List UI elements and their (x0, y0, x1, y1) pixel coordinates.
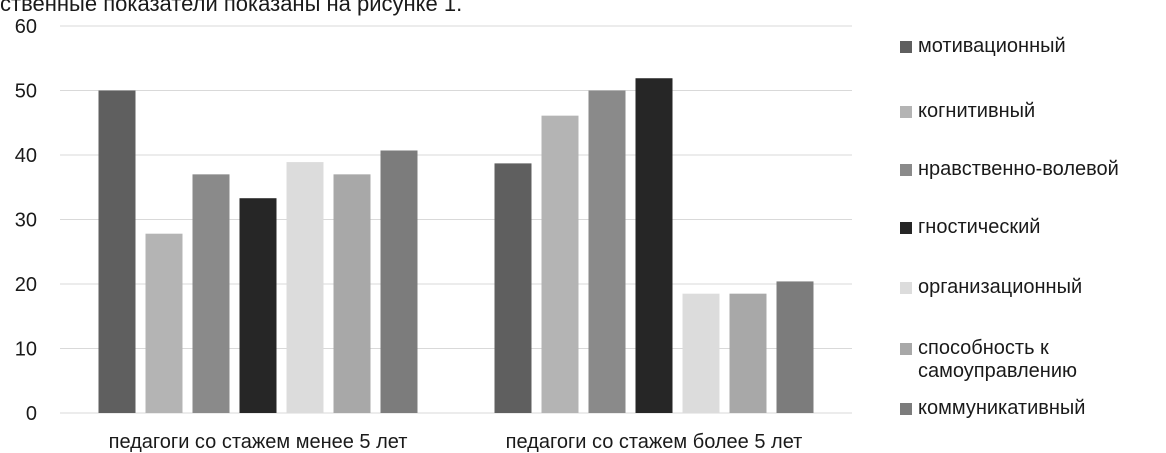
y-tick-label: 10 (15, 339, 37, 361)
legend-label: нравственно-волевой (918, 158, 1119, 180)
legend-swatch (900, 41, 912, 53)
legend-swatch (900, 106, 912, 118)
x-category-label: педагоги со стажем более 5 лет (506, 431, 803, 453)
bar (333, 174, 371, 413)
legend-label: организационный (918, 276, 1083, 298)
legend-item: гностический (900, 216, 1040, 239)
legend-item: организационный (900, 276, 1082, 299)
legend-item: когнитивный (900, 100, 1035, 123)
bar (286, 162, 324, 413)
bar (776, 281, 814, 413)
y-tick-label: 60 (15, 16, 37, 38)
legend-label: способность к самоуправлению (918, 337, 1078, 382)
bar (145, 233, 183, 413)
bars (98, 78, 814, 414)
bar (98, 90, 136, 413)
legend-swatch (900, 282, 912, 294)
legend-item: способность к самоуправлению (900, 337, 1133, 383)
legend-item: коммуникативный (900, 397, 1085, 420)
legend-swatch (900, 403, 912, 415)
legend: мотивационный когнитивный нравственно-воле… (900, 0, 1166, 453)
grid-lines (60, 25, 852, 414)
legend-label: гностический (918, 216, 1041, 238)
x-category-label: педагоги со стажем менее 5 лет (109, 431, 408, 453)
legend-label: когнитивный (918, 100, 1036, 122)
bar (380, 150, 418, 414)
legend-item: нравственно-волевой (900, 158, 1119, 181)
legend-swatch (900, 343, 912, 355)
bar (588, 90, 626, 413)
y-tick-label: 0 (26, 403, 37, 425)
legend-label: коммуникативный (918, 397, 1086, 419)
bar-chart: 0 10 20 30 40 50 60 педагоги со стажем менее 5… (15, 16, 852, 453)
header-text: ственные показатели показаны на рисунке … (0, 0, 463, 16)
y-axis-ticks: 0 10 20 30 40 50 60 (15, 16, 37, 425)
legend-label: мотивационный (918, 35, 1066, 57)
x-axis-categories: педагоги со стажем менее 5 лет педагоги с… (109, 431, 803, 453)
bar (192, 174, 230, 413)
legend-swatch (900, 164, 912, 176)
legend-swatch (900, 222, 912, 234)
bar (494, 163, 532, 413)
bar (729, 293, 767, 413)
y-tick-label: 30 (15, 210, 37, 232)
bar (541, 115, 579, 413)
bar (635, 78, 673, 414)
y-tick-label: 40 (15, 145, 37, 167)
y-tick-label: 50 (15, 81, 37, 103)
legend-item: мотивационный (900, 35, 1066, 58)
bar (239, 198, 277, 413)
bar (682, 293, 720, 413)
y-tick-label: 20 (15, 274, 37, 296)
